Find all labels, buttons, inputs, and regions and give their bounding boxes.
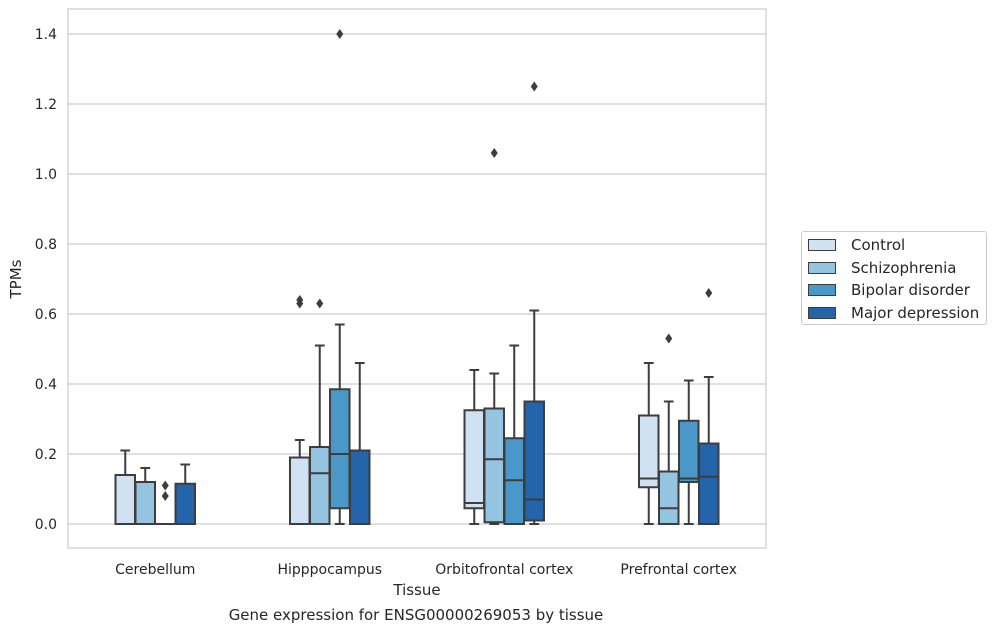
- box-iqr: [698, 442, 720, 525]
- box-iqr: [349, 449, 371, 525]
- y-tick-label: 0.0: [35, 517, 57, 533]
- box-iqr: [329, 388, 351, 510]
- box-iqr: [114, 474, 136, 525]
- outlier-point: [665, 333, 673, 344]
- legend-swatch: [808, 261, 836, 274]
- box-bipolar-disorder: [329, 29, 351, 525]
- x-tick-label: Orbitofrontal cortex: [435, 562, 573, 578]
- box-iqr: [638, 414, 660, 489]
- legend-swatch: [808, 284, 836, 296]
- outlier-point: [161, 480, 169, 491]
- y-tick-label: 0.4: [35, 377, 57, 393]
- outlier-point: [336, 29, 344, 39]
- x-tick-labels: Cerebellum Hipppocampus Orbitofrontal cort…: [115, 562, 737, 578]
- box-iqr: [309, 446, 331, 525]
- y-tick-label: 1.0: [35, 167, 57, 183]
- box-major-depression: [698, 288, 720, 525]
- chart-caption: Gene expression for ENSG00000269053 by t…: [228, 606, 604, 624]
- y-tick-label: 0.8: [35, 237, 57, 253]
- box-bipolar-disorder: [154, 480, 176, 526]
- x-tick-label: Hipppocampus: [277, 562, 382, 578]
- box-iqr: [289, 456, 311, 525]
- y-tick-labels: 0.0 0.2 0.4 0.6 0.8 1.0 1.2 1.4: [35, 27, 57, 533]
- box-iqr: [483, 407, 505, 524]
- outlier-point: [490, 148, 498, 158]
- boxes: [114, 29, 720, 526]
- outlier-point: [705, 288, 713, 298]
- legend-swatch: [808, 306, 836, 319]
- y-tick-label: 1.4: [35, 27, 57, 43]
- legend-label: Control: [851, 236, 906, 254]
- y-axis-label: TPMs: [7, 259, 25, 299]
- x-tick-label: Prefrontal cortex: [620, 562, 737, 578]
- box-schizophrenia: [658, 333, 680, 525]
- legend-item: Control: [808, 235, 905, 255]
- y-tick-label: 1.2: [35, 97, 57, 113]
- box-major-depression: [523, 81, 545, 525]
- box-control: [463, 369, 485, 525]
- box-major-depression: [174, 463, 196, 525]
- legend-item: Bipolar disorder: [808, 280, 970, 300]
- plot-area: [67, 8, 767, 549]
- box-iqr: [658, 470, 680, 525]
- legend-label: Bipolar disorder: [851, 281, 970, 299]
- x-axis-label: Tissue: [392, 581, 440, 599]
- box-iqr: [174, 482, 196, 525]
- outlier-point: [161, 491, 169, 501]
- x-tick-label: Cerebellum: [115, 562, 195, 578]
- legend-item: Major depression: [808, 303, 979, 323]
- box-major-depression: [349, 362, 371, 525]
- box-control: [638, 362, 660, 525]
- legend-swatch: [808, 239, 836, 251]
- outlier-point: [530, 81, 538, 92]
- legend-label: Schizophrenia: [851, 258, 957, 277]
- legend-label: Major depression: [851, 303, 980, 322]
- box-schizophrenia: [134, 467, 156, 525]
- outlier-point: [316, 298, 324, 309]
- box-iqr: [523, 400, 545, 522]
- box-iqr: [678, 419, 700, 483]
- legend: Control Schizophrenia Bipolar disorder Majo…: [801, 231, 987, 325]
- box-iqr: [463, 409, 485, 510]
- box-iqr: [134, 481, 156, 525]
- y-tick-label: 0.2: [35, 447, 57, 463]
- legend-item: Schizophrenia: [808, 258, 956, 278]
- y-tick-label: 0.6: [35, 307, 57, 323]
- outlier-point: [296, 295, 304, 305]
